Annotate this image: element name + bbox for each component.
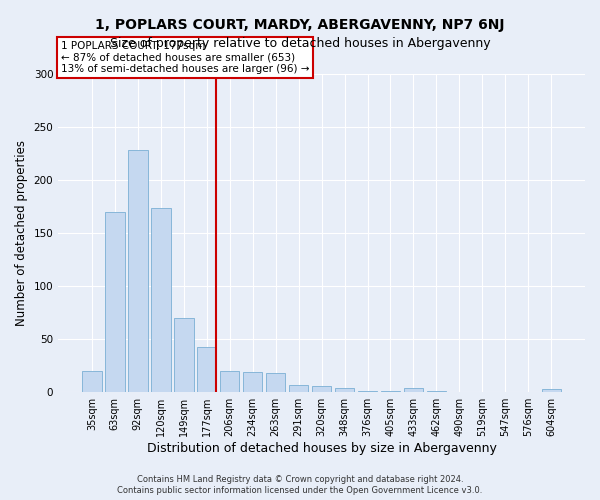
Bar xyxy=(358,391,377,392)
Text: Contains public sector information licensed under the Open Government Licence v3: Contains public sector information licen… xyxy=(118,486,482,495)
Bar xyxy=(289,385,308,392)
X-axis label: Distribution of detached houses by size in Abergavenny: Distribution of detached houses by size … xyxy=(146,442,497,455)
Text: 1, POPLARS COURT, MARDY, ABERGAVENNY, NP7 6NJ: 1, POPLARS COURT, MARDY, ABERGAVENNY, NP… xyxy=(95,18,505,32)
Bar xyxy=(174,318,194,392)
Bar xyxy=(151,208,170,392)
Bar xyxy=(427,391,446,392)
Bar xyxy=(105,212,125,392)
Bar xyxy=(542,389,561,392)
Bar xyxy=(381,391,400,392)
Bar xyxy=(243,372,262,392)
Bar xyxy=(312,386,331,392)
Bar xyxy=(220,371,239,392)
Text: 1 POPLARS COURT: 177sqm
← 87% of detached houses are smaller (653)
13% of semi-d: 1 POPLARS COURT: 177sqm ← 87% of detache… xyxy=(61,41,310,74)
Y-axis label: Number of detached properties: Number of detached properties xyxy=(15,140,28,326)
Bar xyxy=(128,150,148,392)
Text: Contains HM Land Registry data © Crown copyright and database right 2024.: Contains HM Land Registry data © Crown c… xyxy=(137,475,463,484)
Bar xyxy=(404,388,423,392)
Text: Size of property relative to detached houses in Abergavenny: Size of property relative to detached ho… xyxy=(110,38,490,51)
Bar xyxy=(82,371,101,392)
Bar xyxy=(266,373,286,392)
Bar xyxy=(335,388,355,392)
Bar xyxy=(197,346,217,392)
